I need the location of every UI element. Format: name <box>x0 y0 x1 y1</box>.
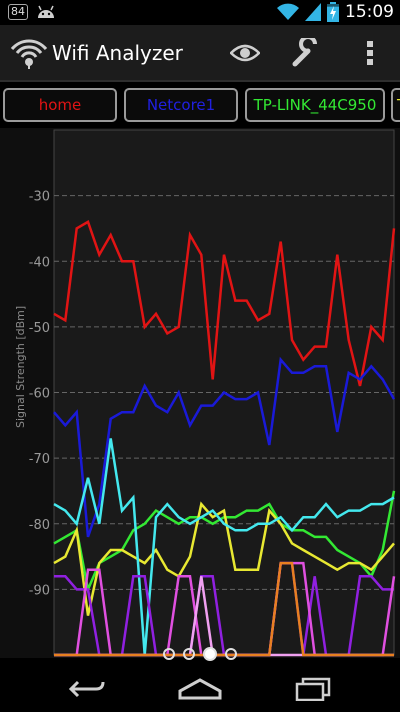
cell-signal-icon <box>305 3 321 21</box>
tab-netcore1[interactable]: Netcore1 <box>124 88 238 122</box>
battery-icon <box>327 2 339 22</box>
android-icon <box>38 5 54 18</box>
back-button[interactable] <box>62 674 112 704</box>
wifi-signal-icon <box>277 3 299 20</box>
status-bar: 84 15:09 <box>0 0 400 25</box>
series-line-netcore1 <box>53 356 396 538</box>
network-tabs: home Netcore1 TP-LINK_44C950 T <box>0 86 400 124</box>
overflow-menu-icon <box>367 41 373 65</box>
eye-icon <box>230 44 260 62</box>
recent-apps-icon <box>295 677 331 701</box>
tab-tp-link[interactable]: TP-LINK_44C950 <box>245 88 385 122</box>
view-button[interactable] <box>225 35 265 71</box>
home-icon <box>178 678 222 700</box>
navigation-bar <box>0 664 400 712</box>
tools-button[interactable] <box>286 35 326 71</box>
signal-strength-graph: -30 -40 -50 -60 -70 -80 -90 <box>29 129 396 657</box>
app-title: Wifi Analyzer <box>52 41 183 65</box>
wrench-icon <box>292 38 317 67</box>
clock: 15:09 <box>345 2 394 22</box>
series-line-unnamed-8 <box>54 561 394 657</box>
tab-home[interactable]: home <box>3 88 117 122</box>
action-bar: Wifi Analyzer <box>0 25 400 82</box>
series-line-home <box>53 220 396 387</box>
series-line-unnamed-4 <box>53 438 395 656</box>
overflow-menu-button[interactable] <box>350 35 390 71</box>
y-axis-label: Signal Strength [dBm] <box>14 305 27 428</box>
signal-chart[interactable]: -30 -40 -50 -60 -70 -80 -90 Signal Strength [d… <box>0 128 400 658</box>
y-tick-label: -40 <box>29 255 50 270</box>
home-button[interactable] <box>175 674 225 704</box>
page-dot-4[interactable] <box>225 648 237 660</box>
page-dot-3[interactable] <box>203 647 217 661</box>
recent-apps-button[interactable] <box>288 674 338 704</box>
page-dot-1[interactable] <box>163 648 175 660</box>
notification-badge: 84 <box>8 4 28 20</box>
y-tick-label: -90 <box>29 583 50 598</box>
page-indicator <box>0 647 400 668</box>
y-tick-label: -50 <box>29 321 50 336</box>
tab-partial[interactable]: T <box>391 88 400 122</box>
y-tick-label: -60 <box>29 387 50 402</box>
back-arrow-icon <box>68 680 105 698</box>
page-dot-2[interactable] <box>183 648 195 660</box>
series-line-t <box>53 501 395 616</box>
y-tick-label: -70 <box>29 452 50 467</box>
wifi-analyzer-app-icon[interactable] <box>10 37 50 69</box>
y-tick-label: -30 <box>29 190 50 205</box>
y-tick-label: -80 <box>29 518 50 533</box>
